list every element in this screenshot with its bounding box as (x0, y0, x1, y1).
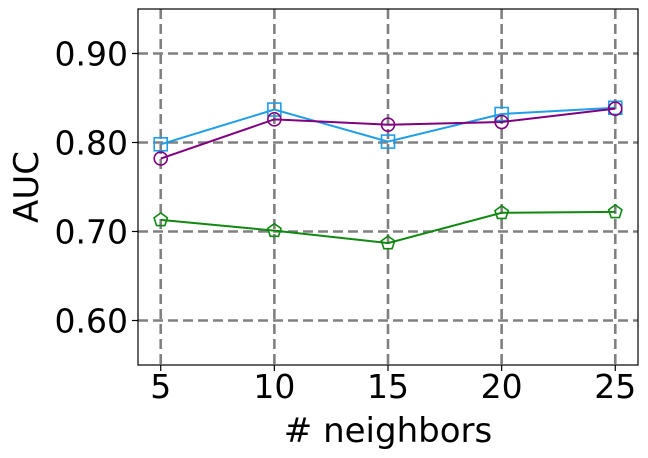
square-marker (494, 106, 509, 122)
series-1 (153, 100, 623, 152)
square-marker (153, 136, 169, 152)
pentagon-marker (153, 211, 169, 227)
circle-marker (380, 117, 396, 132)
y-tick-label: 0.80 (55, 124, 128, 163)
x-tick-label: 25 (594, 367, 636, 406)
x-tick-label: 20 (481, 367, 523, 406)
series-2 (153, 101, 623, 166)
grid-lines (138, 9, 638, 365)
x-axis-label: # neighbors (284, 411, 492, 451)
plot-frame (137, 8, 639, 366)
axes (132, 8, 639, 371)
pentagon-marker (494, 204, 510, 220)
series-line (160, 210, 616, 245)
series-layer (153, 100, 623, 250)
square-marker (380, 134, 396, 149)
series-line (160, 107, 616, 160)
y-tick-label: 0.60 (55, 302, 128, 341)
square-marker (267, 102, 282, 117)
pentagon-marker (607, 203, 623, 219)
circle-marker (607, 101, 623, 116)
circle-marker (494, 114, 509, 130)
y-tick-label: 0.90 (55, 35, 128, 74)
series-3 (153, 203, 623, 250)
x-tick-label: 5 (150, 367, 171, 406)
x-tick-label: 15 (367, 367, 409, 406)
tick-labels: 5 10 15 20 25 0.60 0.70 0.80 0.90 (55, 35, 637, 407)
series-line (160, 106, 616, 146)
y-axis-label: AUC (7, 151, 47, 223)
circle-marker (267, 112, 282, 127)
x-tick-label: 10 (253, 367, 295, 406)
pentagon-marker (266, 222, 282, 238)
pentagon-marker (380, 235, 396, 250)
circle-marker (153, 151, 169, 166)
y-tick-label: 0.70 (55, 213, 128, 252)
